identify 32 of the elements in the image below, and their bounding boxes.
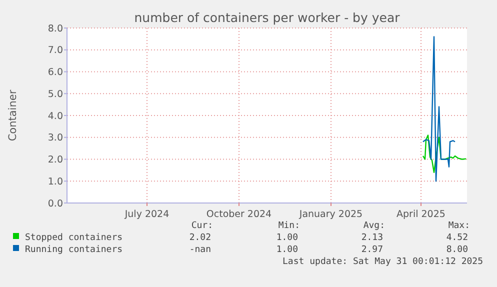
- y-tick-label: 2.0: [48, 154, 63, 166]
- text: Avg:: [363, 221, 385, 231]
- text: Min:: [278, 221, 300, 231]
- y-tick-label: 0.0: [48, 198, 63, 210]
- text: -nan: [189, 245, 211, 255]
- text: 4.52: [446, 233, 468, 243]
- x-tick-label: October 2024: [206, 209, 272, 220]
- y-axis-title: Container: [7, 89, 19, 142]
- y-tick-label: 3.0: [48, 132, 63, 144]
- y-tick-label: 5.0: [48, 88, 63, 100]
- text: 2.02: [189, 233, 211, 243]
- text: 8.00: [446, 245, 468, 255]
- y-tick-label: 8.0: [48, 23, 63, 34]
- y-tick-label: 7.0: [48, 45, 63, 56]
- text: 2.13: [361, 233, 383, 243]
- x-tick-label: April 2025: [396, 209, 446, 220]
- legend-label: Running containers: [25, 245, 123, 255]
- x-tick-label: July 2024: [124, 209, 170, 220]
- text: Last update: Sat May 31 00:01:12 2025: [282, 257, 483, 267]
- line-series: [422, 134, 467, 173]
- y-tick-label: 4.0: [48, 110, 63, 122]
- y-tick-label: 1.0: [48, 176, 63, 188]
- chart-title: number of containers per worker - by year: [134, 10, 401, 25]
- legend-label: Stopped containers: [25, 233, 123, 243]
- x-tick-label: January 2025: [298, 209, 363, 220]
- text: 1.00: [276, 245, 298, 255]
- text: Cur:: [191, 221, 213, 231]
- line-series: [422, 36, 456, 182]
- text: Max:: [448, 221, 470, 231]
- text: 1.00: [276, 233, 298, 243]
- y-tick-label: 6.0: [48, 67, 63, 78]
- text: 2.97: [361, 245, 383, 255]
